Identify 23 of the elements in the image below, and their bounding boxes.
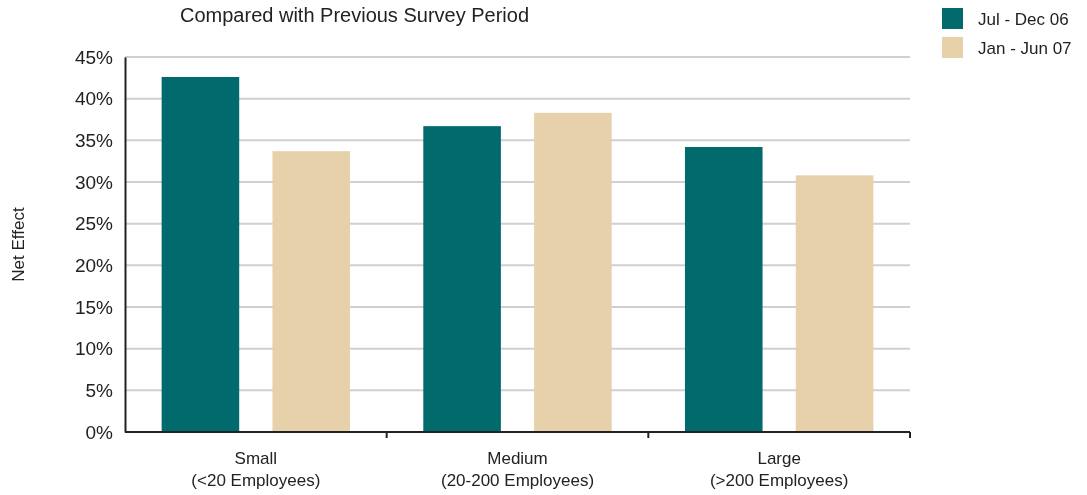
y-axis-title: Net Effect xyxy=(9,207,28,282)
bar xyxy=(423,126,501,432)
bar xyxy=(795,175,874,432)
legend-label: Jul - Dec 06 xyxy=(978,10,1069,29)
bar xyxy=(161,77,240,432)
bar xyxy=(534,112,612,432)
y-tick-label: 0% xyxy=(85,421,114,443)
y-tick-label: 30% xyxy=(74,171,114,193)
y-tick-label: 10% xyxy=(74,338,114,360)
bar xyxy=(684,147,763,432)
y-tick-label: 35% xyxy=(74,129,114,151)
x-tick-label: Large (>200 Employees) xyxy=(709,449,849,490)
y-tick-label: 25% xyxy=(74,213,114,235)
y-tick-label: 15% xyxy=(74,296,114,318)
y-tick-label: 20% xyxy=(74,254,114,276)
y-tick-label: 45% xyxy=(74,46,114,68)
chart-title: Compared with Previous Survey Period xyxy=(180,4,530,26)
y-tick-label: 40% xyxy=(74,88,114,110)
legend-label: Jan - Jun 07 xyxy=(978,39,1072,58)
bar xyxy=(272,151,351,432)
y-tick-label: 5% xyxy=(85,379,114,401)
x-tick-label: Medium (20-200 Employees) xyxy=(440,449,595,490)
x-tick-label: Small (<20 Employees) xyxy=(191,449,321,490)
